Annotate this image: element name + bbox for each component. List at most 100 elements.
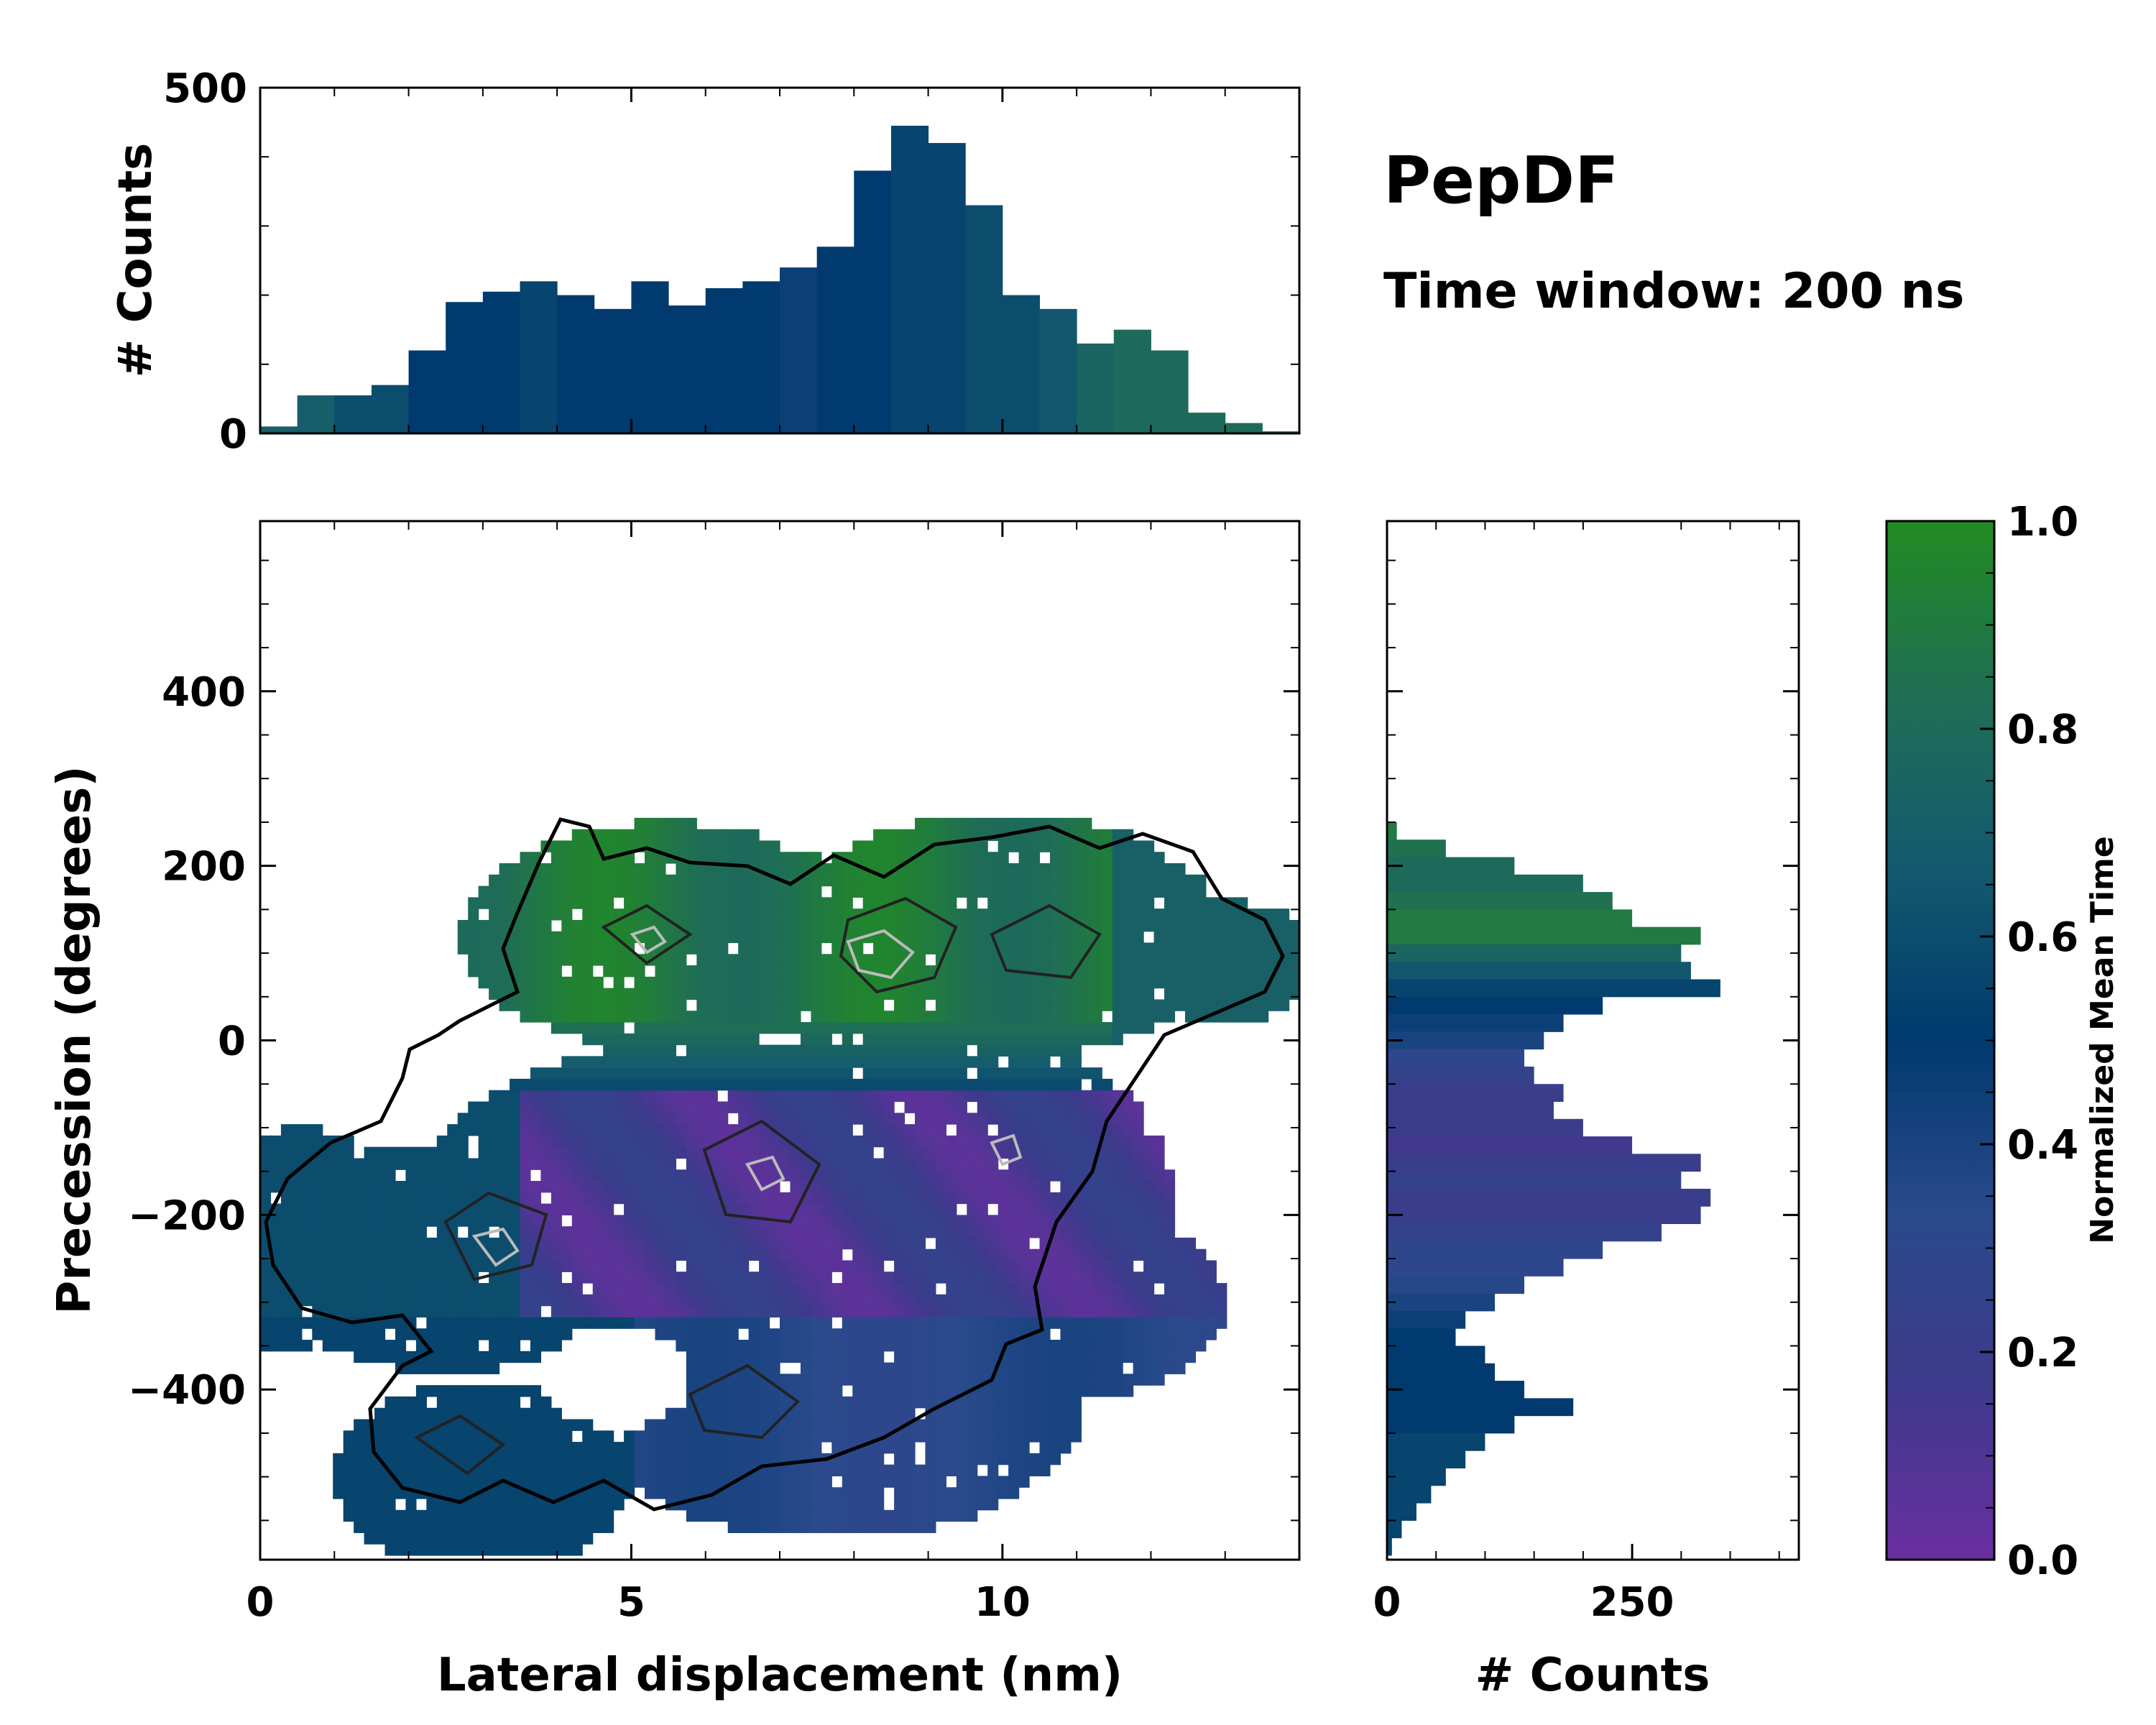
heatmap-cell	[415, 1419, 427, 1431]
heatmap-cell	[1112, 1169, 1123, 1182]
heatmap-cell	[1153, 1271, 1165, 1284]
heatmap-cell	[769, 1305, 780, 1318]
heatmap-cell	[914, 1101, 926, 1113]
heatmap-cell	[665, 1022, 676, 1034]
heatmap-cell	[374, 1226, 386, 1238]
heatmap-cell	[582, 852, 594, 864]
heatmap-cell	[748, 1521, 760, 1533]
heatmap-cell	[811, 1317, 822, 1329]
heatmap-cell	[561, 931, 573, 944]
heatmap-cell	[561, 908, 573, 921]
heatmap-cell	[520, 1544, 531, 1556]
heatmap-cell	[374, 1203, 386, 1215]
heatmap-cell	[1008, 897, 1020, 909]
heatmap-cell	[1133, 1135, 1144, 1148]
heatmap-cell	[727, 1260, 739, 1272]
heatmap-cell	[842, 874, 853, 887]
heatmap-cell	[343, 1237, 354, 1250]
heatmap-cell	[571, 1011, 583, 1023]
heatmap-cell	[967, 1146, 978, 1159]
heatmap-cell	[1029, 1181, 1041, 1193]
heatmap-cell	[603, 1215, 614, 1227]
heatmap-cell	[1070, 1124, 1082, 1136]
heatmap-cell	[873, 1317, 885, 1329]
heatmap-cell	[696, 863, 708, 875]
heatmap-cell	[852, 1453, 864, 1466]
heatmap-cell	[561, 1078, 573, 1091]
heatmap-cell	[1039, 1135, 1051, 1148]
heatmap-cell	[696, 1374, 708, 1386]
heatmap-cell	[561, 897, 573, 909]
heatmap-cell	[935, 1113, 946, 1125]
heatmap-cell	[977, 1328, 988, 1340]
heatmap-cell	[333, 1181, 344, 1193]
heatmap-cell	[634, 954, 645, 966]
heatmap-cell	[759, 886, 770, 898]
heatmap-cell	[935, 1237, 946, 1250]
heatmap-cell	[1123, 1181, 1134, 1193]
heatmap-cell	[852, 1351, 864, 1363]
heatmap-cell	[935, 1158, 946, 1170]
heatmap-cell	[530, 1101, 542, 1113]
heatmap-cell	[395, 1521, 407, 1533]
heatmap-cell	[384, 1419, 396, 1431]
heatmap-cell	[1049, 1044, 1061, 1057]
heatmap-cell	[1091, 886, 1102, 898]
heatmap-cell	[1060, 1396, 1072, 1409]
heatmap-cell	[1018, 1442, 1030, 1454]
heatmap-cell	[1039, 1464, 1051, 1477]
heatmap-cell	[1018, 999, 1030, 1011]
heatmap-cell	[811, 1022, 822, 1034]
heatmap-cell	[727, 1248, 739, 1261]
heatmap-cell	[946, 886, 957, 898]
heatmap-cell	[686, 817, 697, 830]
heatmap-cell	[862, 919, 874, 932]
heatmap-cell	[655, 1328, 666, 1340]
inner-contours	[414, 896, 1102, 1476]
heatmap-cell	[748, 1135, 760, 1148]
heatmap-cell	[769, 1022, 780, 1034]
heatmap-cell	[1102, 874, 1113, 887]
heatmap-cell	[769, 1169, 780, 1182]
heatmap-cell	[987, 1260, 999, 1272]
heatmap-cell	[759, 1283, 770, 1295]
heatmap-cell	[862, 1192, 874, 1205]
heatmap-cell	[925, 1396, 936, 1409]
heatmap-cell	[1112, 1011, 1123, 1023]
heatmap-cell	[883, 1067, 895, 1080]
heatmap-cell	[1143, 1192, 1155, 1205]
heatmap-cell	[1049, 1317, 1061, 1329]
heatmap-cell	[904, 1101, 916, 1113]
heatmap-cell	[852, 1499, 864, 1511]
heatmap-cell	[852, 1396, 864, 1409]
heatmap-cell	[613, 829, 625, 842]
heatmap-cell	[686, 1192, 697, 1205]
heatmap-cell	[582, 1101, 594, 1113]
heatmap-cell	[395, 1181, 407, 1193]
heatmap-cell	[738, 874, 750, 887]
right-histogram-bar	[1387, 962, 1691, 980]
heatmap-cell	[873, 1374, 885, 1386]
heatmap-cell	[842, 897, 853, 909]
heatmap-cell	[1029, 1396, 1041, 1409]
heatmap-cell	[613, 1294, 625, 1307]
heatmap-cell	[1123, 1215, 1134, 1227]
heatmap-cell	[1060, 931, 1072, 944]
heatmap-cell	[592, 1487, 604, 1499]
heatmap-cell	[1174, 931, 1186, 944]
heatmap-cell	[811, 908, 822, 921]
heatmap-cell	[634, 1135, 645, 1148]
heatmap-cell	[426, 1476, 438, 1488]
heatmap-cell	[384, 1203, 396, 1215]
heatmap-cell	[655, 1022, 666, 1034]
heatmap-cell	[727, 886, 739, 898]
heatmap-cell	[499, 1294, 510, 1307]
heatmap-cell	[717, 965, 729, 978]
heatmap-cell	[925, 1509, 936, 1522]
heatmap-cell	[696, 897, 708, 909]
heatmap-cell	[384, 1169, 396, 1182]
heatmap-cell	[676, 965, 687, 978]
heatmap-cell	[904, 1351, 916, 1363]
heatmap-cell	[592, 1430, 604, 1443]
heatmap-cell	[842, 1476, 853, 1488]
